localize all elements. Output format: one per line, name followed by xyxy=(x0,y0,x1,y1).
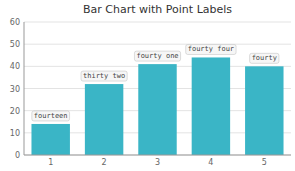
bar xyxy=(31,124,69,155)
y-tick-label: 20 xyxy=(10,107,20,116)
data-label: fourty one xyxy=(134,51,180,61)
grid-line xyxy=(24,44,291,45)
x-tick-label: 3 xyxy=(155,158,160,167)
y-tick-label: 0 xyxy=(15,151,20,160)
y-axis: 0 10 20 30 40 50 60 xyxy=(10,18,291,160)
label-box xyxy=(250,53,279,63)
bar xyxy=(85,84,123,155)
bar xyxy=(138,64,176,155)
data-label: fourty xyxy=(250,53,279,63)
grid-line xyxy=(24,155,291,156)
y-tick-label: 40 xyxy=(10,62,20,71)
data-label: fourteen xyxy=(32,111,70,121)
bar xyxy=(245,66,283,155)
grid-line xyxy=(24,22,291,23)
label-box xyxy=(186,44,236,54)
x-tick-label: 2 xyxy=(102,158,107,167)
label-box xyxy=(134,51,180,61)
bar xyxy=(192,57,230,155)
title: Bar Chart with Point Labels xyxy=(83,3,232,16)
y-axis-line xyxy=(24,22,25,155)
chart: Bar Chart with Point Labels 0 10 20 30 40 50 60… xyxy=(0,0,295,171)
label-box xyxy=(81,71,127,81)
label-box xyxy=(32,111,70,121)
data-label-text: thirty two xyxy=(83,72,125,80)
x-tick-label: 4 xyxy=(208,158,213,167)
x-axis-line xyxy=(24,155,291,156)
y-tick-label: 50 xyxy=(10,40,20,49)
data-label-text: fourty four xyxy=(188,45,234,53)
data-labels: fourteen thirty two fourty one fourty four f… xyxy=(32,44,279,121)
y-tick-label: 30 xyxy=(10,85,20,94)
x-tick-label: 5 xyxy=(262,158,267,167)
data-label-text: fourty xyxy=(252,54,277,62)
data-label-text: fourty one xyxy=(136,52,178,60)
y-tick-label: 60 xyxy=(10,18,20,27)
data-label-text: fourteen xyxy=(34,112,68,120)
y-tick-label: 10 xyxy=(10,129,20,138)
bars xyxy=(31,57,283,155)
x-tick-label: 1 xyxy=(48,158,53,167)
data-label: thirty two xyxy=(81,71,127,81)
data-label: fourty four xyxy=(186,44,236,54)
